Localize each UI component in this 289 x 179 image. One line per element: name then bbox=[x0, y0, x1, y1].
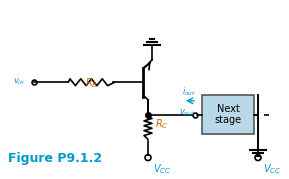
Text: Next
stage: Next stage bbox=[214, 104, 242, 125]
Text: $v_{out}$: $v_{out}$ bbox=[179, 108, 195, 118]
Text: $R_B$: $R_B$ bbox=[85, 76, 98, 90]
Text: $v_{in}$: $v_{in}$ bbox=[13, 77, 25, 88]
Text: $V_{CC}$: $V_{CC}$ bbox=[263, 163, 281, 176]
FancyBboxPatch shape bbox=[202, 95, 254, 134]
Text: $R_C$: $R_C$ bbox=[155, 117, 168, 131]
Text: Figure P9.1.2: Figure P9.1.2 bbox=[8, 153, 102, 165]
Text: $V_{CC}$: $V_{CC}$ bbox=[153, 163, 171, 176]
Text: $i_{out}$: $i_{out}$ bbox=[182, 85, 196, 98]
